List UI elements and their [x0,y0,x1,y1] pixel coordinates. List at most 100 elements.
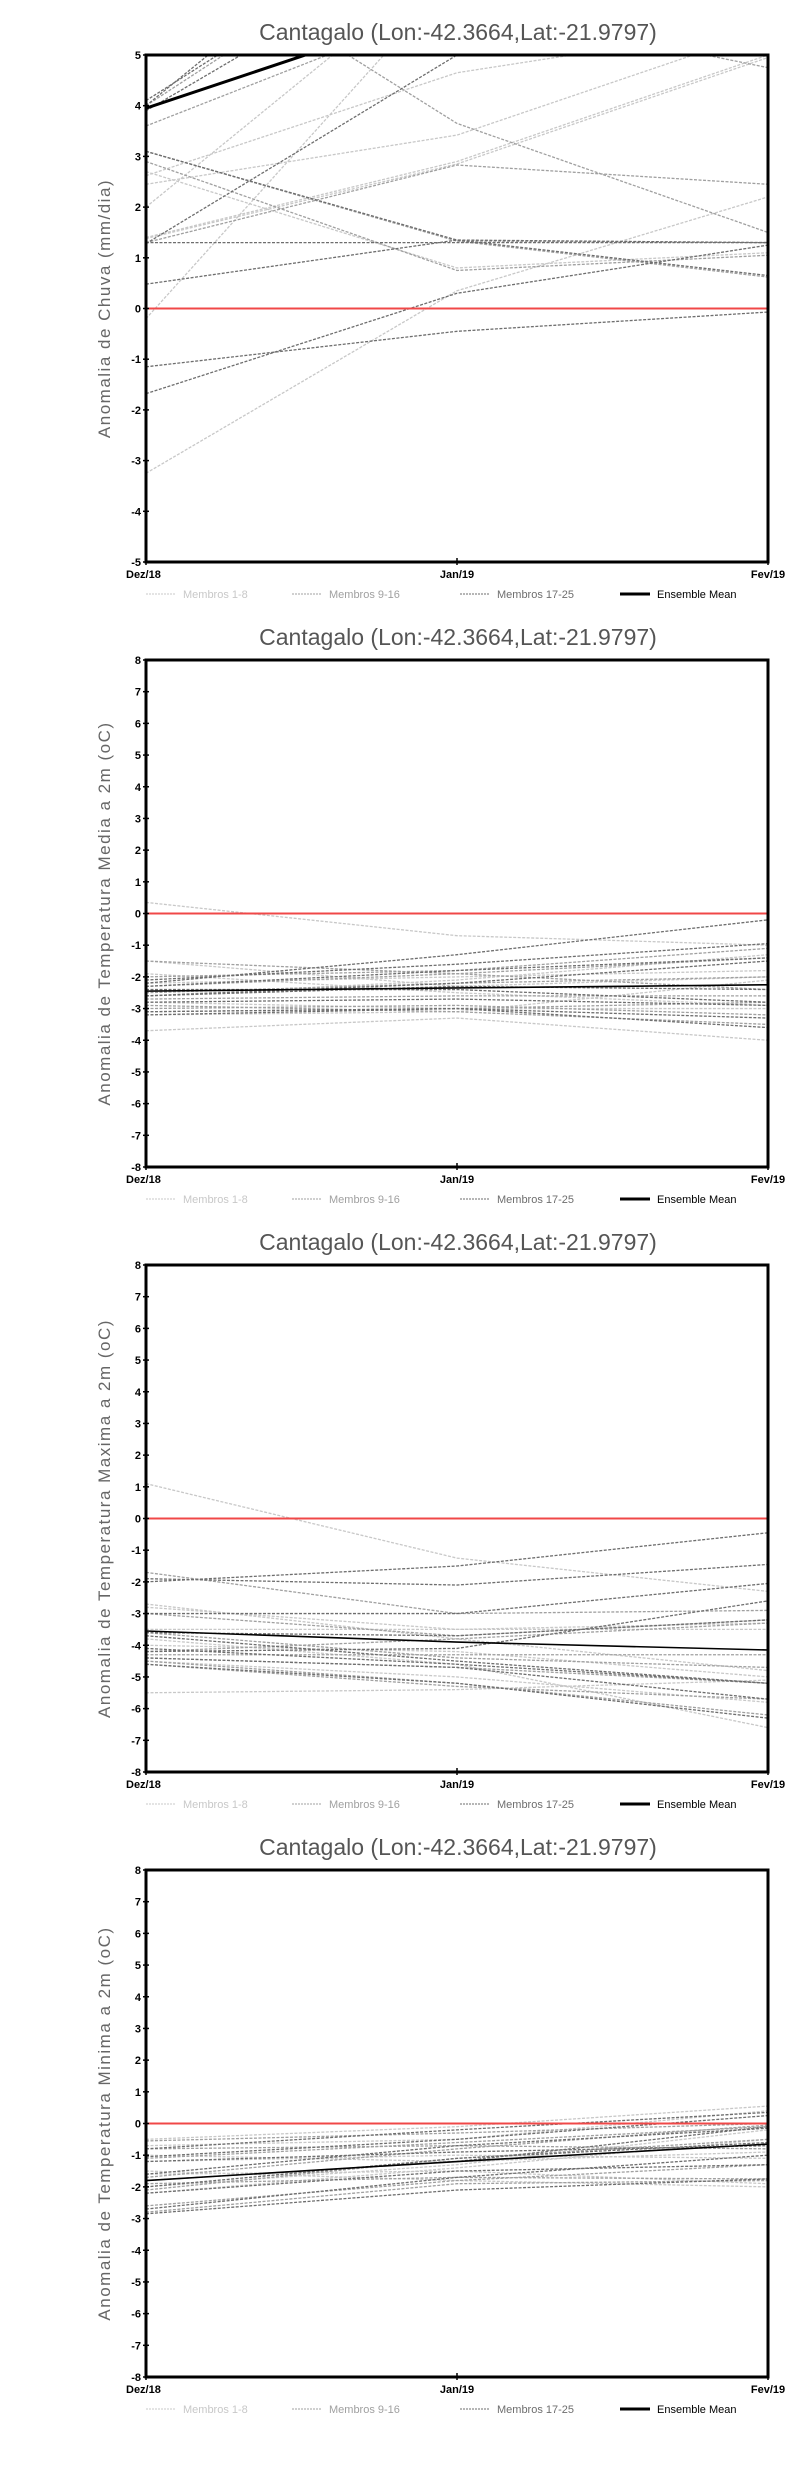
member-line-5 [146,196,768,474]
y-tick-label: -8 [131,2372,141,2384]
y-tick-label: -4 [131,1035,142,1047]
y-tick-label: -4 [131,506,142,518]
y-axis-label: Anomalia de Temperatura Minima a 2m (oC) [95,1926,114,2320]
series-group [146,901,768,1041]
member-line-10 [146,150,768,278]
y-tick-label: 5 [135,50,141,62]
chart-svg: Cantagalo (Lon:-42.3664,Lat:-21.9797) Ano… [95,1229,785,1811]
legend: Membros 1-8 Membros 9-16 Membros 17-25 Ense… [146,1799,737,1811]
y-tick-label: -8 [131,1767,141,1779]
y-tick-label: 7 [135,1292,141,1304]
x-tick-label: Jan/19 [440,1779,474,1791]
member-line-24 [146,2145,768,2163]
member-line-9 [146,1571,768,1615]
ensemble-mean-line [146,1630,768,1651]
y-tick-label: -8 [131,1162,141,1174]
y-tick-label: -2 [131,405,141,417]
member-line-25 [146,2126,768,2182]
member-line-8 [146,170,768,269]
y-tick-label: 5 [135,750,141,762]
y-tick-label: 8 [135,1865,141,1877]
y-tick-label: -3 [131,1609,141,1621]
chart-title: Cantagalo (Lon:-42.3664,Lat:-21.9797) [259,1229,657,1255]
y-tick-label: -6 [131,1099,141,1111]
member-line-9 [146,160,768,272]
x-tick-label: Jan/19 [440,2384,474,2396]
legend: Membros 1-8 Membros 9-16 Membros 17-25 Ense… [146,1194,737,1206]
member-line-19 [146,957,768,988]
y-tick-label: -3 [131,456,141,468]
y-tick-label: 4 [135,101,142,113]
y-tick-label: 0 [135,909,141,921]
member-line-4 [146,1606,768,1631]
y-tick-label: 5 [135,1355,141,1367]
y-tick-label: 1 [135,2087,141,2099]
legend-label: Membros 1-8 [183,1799,248,1811]
legend: Membros 1-8 Membros 9-16 Membros 17-25 Ense… [146,2404,737,2416]
chart-svg: Cantagalo (Lon:-42.3664,Lat:-21.9797) Ano… [95,624,785,1206]
member-line-17 [146,1532,768,1583]
legend-label: Membros 1-8 [183,1194,248,1206]
x-tick-label: Dez/18 [126,1779,161,1791]
member-line-23 [146,1663,768,1719]
y-tick-label: 4 [135,1992,142,2004]
chart-title: Cantagalo (Lon:-42.3664,Lat:-21.9797) [259,19,657,45]
y-axis-label: Anomalia de Chuva (mm/dia) [95,179,114,438]
member-line-15 [146,2179,768,2213]
y-tick-label: 4 [135,1387,142,1399]
y-tick-label: -7 [131,2340,141,2352]
x-tick-label: Fev/19 [751,1779,785,1791]
y-tick-label: -3 [131,1004,141,1016]
member-line-23 [146,150,768,277]
x-tick-label: Dez/18 [126,2384,161,2396]
y-tick-label: -5 [131,557,141,569]
y-tick-label: -1 [131,940,141,952]
member-line-11 [146,995,768,1000]
member-line-12 [146,1663,768,1700]
ensemble-mean-line [146,55,311,110]
y-axis-label: Anomalia de Temperatura Media a 2m (oC) [95,721,114,1105]
member-line-4 [146,2138,768,2194]
member-line-17 [146,2111,768,2150]
legend-label: Membros 1-8 [183,589,248,601]
legend-label: Ensemble Mean [657,2404,737,2416]
y-tick-label: -7 [131,1130,141,1142]
y-tick-label: 3 [135,151,141,163]
member-line-18 [146,311,768,368]
chart-svg: Cantagalo (Lon:-42.3664,Lat:-21.9797) Ano… [95,1834,785,2416]
series-group [146,55,768,474]
chart-title: Cantagalo (Lon:-42.3664,Lat:-21.9797) [259,1834,657,1860]
y-tick-label: -3 [131,2214,141,2226]
member-line-19 [146,2127,768,2175]
y-tick-label: 7 [135,687,141,699]
member-line-23 [146,2164,768,2194]
y-tick-label: -4 [131,2245,142,2257]
member-line-25 [146,960,768,997]
chart-panel: Cantagalo (Lon:-42.3664,Lat:-21.9797) Ano… [0,0,800,605]
y-tick-label: 2 [135,845,141,857]
legend-label: Membros 9-16 [329,589,400,601]
member-line-20 [146,1600,768,1653]
member-line-13 [146,2164,768,2207]
legend-label: Ensemble Mean [657,589,737,601]
member-line-19 [146,1582,768,1615]
member-line-8 [146,2154,768,2163]
member-line-17 [146,919,768,984]
member-line-10 [146,2126,768,2160]
y-tick-label: -1 [131,2150,141,2162]
legend-label: Membros 17-25 [497,1799,574,1811]
legend-label: Ensemble Mean [657,1194,737,1206]
member-line-24 [146,1647,768,1684]
legend-label: Membros 9-16 [329,2404,400,2416]
member-line-22 [146,1657,768,1700]
chart-svg: Cantagalo (Lon:-42.3664,Lat:-21.9797) Ano… [95,19,785,601]
x-tick-label: Dez/18 [126,1174,161,1186]
y-tick-label: 3 [135,1418,141,1430]
member-line-22 [146,2178,768,2215]
member-line-1 [146,55,696,185]
y-tick-label: -2 [131,2182,141,2194]
legend-label: Membros 1-8 [183,2404,248,2416]
y-tick-label: 6 [135,1928,141,1940]
y-tick-label: 7 [135,1897,141,1909]
member-line-25 [146,1635,768,1684]
